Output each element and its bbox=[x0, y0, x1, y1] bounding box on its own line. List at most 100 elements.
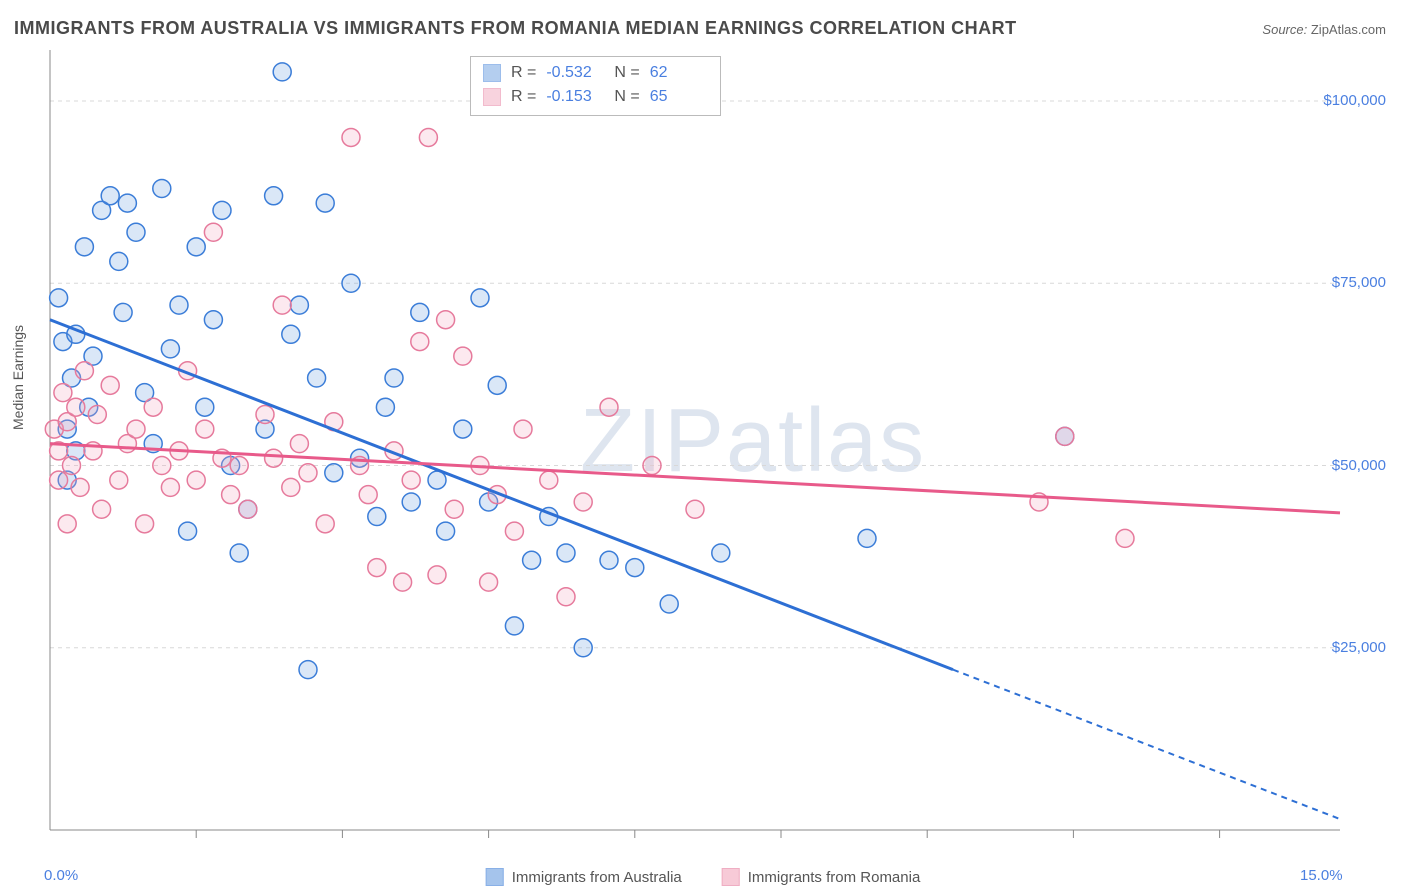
data-point-romania bbox=[359, 486, 377, 504]
stats-row-australia: R =-0.532N =62 bbox=[483, 61, 708, 85]
r-label: R = bbox=[511, 61, 536, 85]
n-value: 62 bbox=[650, 61, 708, 85]
data-point-romania bbox=[437, 311, 455, 329]
data-point-romania bbox=[58, 515, 76, 533]
data-point-australia bbox=[101, 187, 119, 205]
data-point-romania bbox=[265, 449, 283, 467]
data-point-australia bbox=[196, 398, 214, 416]
data-point-romania bbox=[67, 398, 85, 416]
n-label: N = bbox=[614, 61, 639, 85]
data-point-australia bbox=[454, 420, 472, 438]
data-point-australia bbox=[273, 63, 291, 81]
data-point-australia bbox=[299, 661, 317, 679]
legend-label: Immigrants from Australia bbox=[512, 869, 682, 886]
data-point-australia bbox=[213, 201, 231, 219]
data-point-australia bbox=[170, 296, 188, 314]
data-point-romania bbox=[88, 405, 106, 423]
data-point-australia bbox=[282, 325, 300, 343]
data-point-romania bbox=[239, 500, 257, 518]
x-tick-label: 0.0% bbox=[44, 867, 78, 884]
data-point-romania bbox=[290, 435, 308, 453]
stats-row-romania: R =-0.153N =65 bbox=[483, 85, 708, 109]
y-tick-label: $50,000 bbox=[1332, 457, 1386, 474]
data-point-australia bbox=[402, 493, 420, 511]
data-point-romania bbox=[428, 566, 446, 584]
data-point-australia bbox=[179, 522, 197, 540]
legend-label: Immigrants from Romania bbox=[748, 869, 921, 886]
data-point-romania bbox=[161, 478, 179, 496]
data-point-romania bbox=[686, 500, 704, 518]
data-point-australia bbox=[626, 559, 644, 577]
data-point-australia bbox=[858, 529, 876, 547]
data-point-romania bbox=[1116, 529, 1134, 547]
data-point-australia bbox=[114, 303, 132, 321]
data-point-australia bbox=[376, 398, 394, 416]
r-label: R = bbox=[511, 85, 536, 109]
data-point-romania bbox=[368, 559, 386, 577]
stats-swatch bbox=[483, 64, 501, 82]
data-point-romania bbox=[144, 398, 162, 416]
data-point-romania bbox=[454, 347, 472, 365]
bottom-legend: Immigrants from Australia Immigrants from… bbox=[486, 868, 921, 886]
data-point-romania bbox=[204, 223, 222, 241]
data-point-romania bbox=[256, 405, 274, 423]
data-point-romania bbox=[187, 471, 205, 489]
data-point-romania bbox=[480, 573, 498, 591]
trend-line-australia-extrapolated bbox=[953, 670, 1340, 819]
data-point-australia bbox=[153, 180, 171, 198]
data-point-australia bbox=[161, 340, 179, 358]
data-point-australia bbox=[230, 544, 248, 562]
data-point-romania bbox=[316, 515, 334, 533]
data-point-romania bbox=[299, 464, 317, 482]
data-point-romania bbox=[419, 128, 437, 146]
legend-swatch bbox=[486, 868, 504, 886]
data-point-australia bbox=[557, 544, 575, 562]
data-point-romania bbox=[1056, 427, 1074, 445]
data-point-australia bbox=[385, 369, 403, 387]
data-point-australia bbox=[290, 296, 308, 314]
data-point-romania bbox=[230, 457, 248, 475]
data-point-romania bbox=[222, 486, 240, 504]
data-point-romania bbox=[50, 471, 68, 489]
data-point-australia bbox=[325, 464, 343, 482]
data-point-romania bbox=[402, 471, 420, 489]
data-point-romania bbox=[101, 376, 119, 394]
data-point-romania bbox=[445, 500, 463, 518]
scatter-chart bbox=[0, 0, 1406, 892]
data-point-romania bbox=[153, 457, 171, 475]
data-point-romania bbox=[394, 573, 412, 591]
data-point-romania bbox=[600, 398, 618, 416]
data-point-australia bbox=[523, 551, 541, 569]
data-point-australia bbox=[265, 187, 283, 205]
data-point-romania bbox=[93, 500, 111, 518]
data-point-romania bbox=[127, 420, 145, 438]
data-point-romania bbox=[273, 296, 291, 314]
data-point-australia bbox=[50, 289, 68, 307]
data-point-australia bbox=[411, 303, 429, 321]
data-point-australia bbox=[75, 238, 93, 256]
data-point-australia bbox=[308, 369, 326, 387]
data-point-australia bbox=[316, 194, 334, 212]
data-point-romania bbox=[574, 493, 592, 511]
r-value: -0.153 bbox=[546, 85, 604, 109]
data-point-australia bbox=[127, 223, 145, 241]
data-point-romania bbox=[71, 478, 89, 496]
data-point-romania bbox=[110, 471, 128, 489]
data-point-australia bbox=[712, 544, 730, 562]
data-point-australia bbox=[110, 252, 128, 270]
trend-line-australia bbox=[50, 320, 953, 670]
data-point-australia bbox=[505, 617, 523, 635]
correlation-stats-box: R =-0.532N =62R =-0.153N =65 bbox=[470, 56, 721, 116]
data-point-romania bbox=[136, 515, 154, 533]
data-point-australia bbox=[488, 376, 506, 394]
data-point-australia bbox=[428, 471, 446, 489]
legend-item-romania: Immigrants from Romania bbox=[722, 868, 921, 886]
data-point-australia bbox=[471, 289, 489, 307]
data-point-romania bbox=[342, 128, 360, 146]
data-point-australia bbox=[437, 522, 455, 540]
data-point-australia bbox=[187, 238, 205, 256]
n-label: N = bbox=[614, 85, 639, 109]
data-point-romania bbox=[411, 333, 429, 351]
data-point-romania bbox=[514, 420, 532, 438]
data-point-romania bbox=[196, 420, 214, 438]
